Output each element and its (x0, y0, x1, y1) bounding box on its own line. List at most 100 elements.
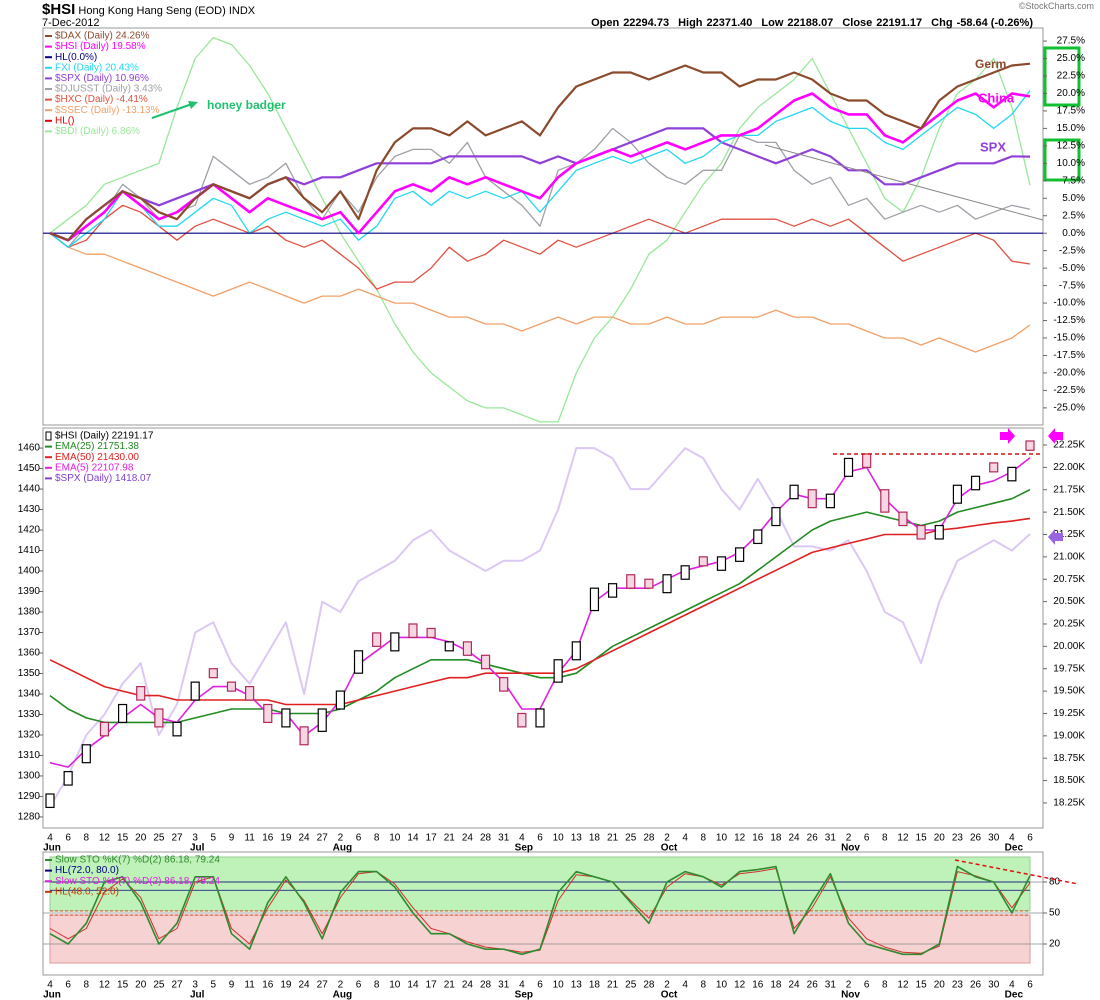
legend-label: EMA(5) 22107.98 (55, 462, 134, 473)
quote-label: Open (591, 17, 620, 29)
y-tick-label: 20.00K (1053, 641, 1085, 652)
candle (589, 587, 600, 612)
x-tick-label: 13 (571, 833, 583, 844)
x-tick-label: 2 (846, 980, 852, 991)
quote-label: Chg (931, 17, 953, 29)
x-tick-label: 4 (519, 980, 525, 991)
x-tick-label: 5 (211, 980, 217, 991)
x-tick-label: 27 (171, 980, 183, 991)
x-tick-label: 26 (807, 980, 819, 991)
x-tick-label: 30 (988, 980, 1000, 991)
x-tick-label: 26 (970, 980, 982, 991)
month-label: Sep (515, 843, 533, 854)
x-tick-label: 24 (299, 833, 311, 844)
y-tick-label: 18.50K (1053, 775, 1085, 786)
y-tick-label: -17.5% (1053, 350, 1085, 361)
header-title: $HSI Hong Kong Hang Seng (EOD) INDX (42, 1, 255, 18)
x-tick-label: 19 (280, 980, 292, 991)
x-tick-label: 28 (480, 980, 492, 991)
x-tick-label: 20 (934, 833, 946, 844)
candle (843, 457, 854, 477)
candle (317, 708, 327, 732)
legend-label: $DJUSST (Daily) 3.43% (55, 84, 162, 95)
x-tick-label: 31 (498, 980, 510, 991)
legend-label: $HSI (Daily) 19.58% (55, 41, 146, 52)
y-tick-label: 22.5% (1057, 71, 1085, 82)
legend-label: $BDI (Daily) 6.86% (55, 126, 140, 137)
legend-label: $SSEC (Daily) -13.13% (55, 105, 160, 116)
date: 7-Dec-2012 (42, 17, 100, 29)
y-tick-label: -15.0% (1053, 333, 1085, 344)
x-tick-label: 21 (444, 980, 456, 991)
legend-label: HL(0.0%) (55, 52, 97, 63)
candle (444, 641, 454, 652)
legend-label: HL(48.0, 52.0) (55, 886, 119, 897)
x-tick-label: 14 (407, 833, 419, 844)
x-tick-label: 6 (537, 980, 543, 991)
x-tick-label: 27 (317, 980, 329, 991)
x-tick-label: 25 (625, 980, 637, 991)
x-tick-label: 6 (864, 980, 870, 991)
y-tick-label: 21.25K (1053, 529, 1085, 540)
candle (934, 524, 944, 540)
x-tick-label: 8 (84, 833, 90, 844)
x-tick-label: 15 (117, 980, 129, 991)
x-tick-label: 9 (229, 980, 235, 991)
month-label: Nov (841, 990, 860, 1000)
month-label: Jul (190, 843, 205, 854)
x-tick-label: 6 (1027, 833, 1033, 844)
x-tick-label: 2 (338, 833, 344, 844)
candle (353, 650, 364, 674)
x-tick-label: 14 (407, 980, 419, 991)
month-label: Aug (333, 843, 352, 854)
y-tick-label: 7.5% (1062, 175, 1085, 186)
legend-label: Slow STO %K(7) %D(2) 86.18, 79.24 (55, 876, 220, 887)
y2-tick-label: 1280 (18, 812, 41, 823)
x-tick-label: 6 (356, 833, 362, 844)
legend-label: EMA(50) 21430.00 (55, 452, 139, 463)
x-tick-label: 8 (701, 833, 707, 844)
y-tick-label: -20.0% (1053, 368, 1085, 379)
candle (880, 489, 890, 513)
x-tick-label: 2 (338, 980, 344, 991)
x-tick-label: 2 (846, 833, 852, 844)
x-tick-label: 31 (825, 833, 837, 844)
series-line (49, 90, 1031, 248)
x-tick-label: 3 (192, 833, 198, 844)
quote: Open 22294.73 High 22371.40 Low 22188.07 Close… (591, 17, 1042, 29)
x-tick-label: 30 (988, 833, 1000, 844)
ema-line (49, 488, 1031, 724)
annotation: honey badger (207, 98, 286, 112)
candle (172, 721, 182, 737)
series-line (49, 865, 1031, 956)
candle (226, 681, 237, 692)
x-tick-label: 3 (192, 980, 198, 991)
x-tick-label: 24 (299, 980, 311, 991)
y-tick-label: -2.5% (1059, 245, 1085, 256)
x-tick-label: 16 (752, 980, 764, 991)
candle (426, 627, 436, 638)
y-tick-label: -7.5% (1059, 280, 1085, 291)
symbol: $HSI (42, 1, 76, 18)
quote-label: High (678, 17, 703, 29)
candle (390, 632, 400, 652)
candle (63, 771, 73, 786)
month-label: Oct (661, 843, 678, 854)
x-tick-label: 8 (374, 833, 380, 844)
legend-label: $SPX (Daily) 10.96% (55, 73, 149, 84)
quote-label: Close (842, 17, 873, 29)
x-tick-label: 16 (262, 980, 274, 991)
y2-tick-label: 1370 (18, 627, 41, 638)
x-tick-label: 11 (244, 833, 255, 844)
candle (208, 668, 218, 679)
candle (825, 493, 835, 509)
x-tick-label: 16 (752, 833, 764, 844)
y-tick-label: 0.0% (1062, 228, 1085, 239)
y2-tick-label: 1310 (18, 750, 41, 761)
series-line (49, 232, 1031, 353)
candle (408, 623, 418, 638)
y2-tick-label: 1290 (18, 791, 41, 802)
x-tick-label: 27 (171, 833, 183, 844)
x-tick-label: 24 (462, 833, 474, 844)
candle (571, 641, 581, 661)
